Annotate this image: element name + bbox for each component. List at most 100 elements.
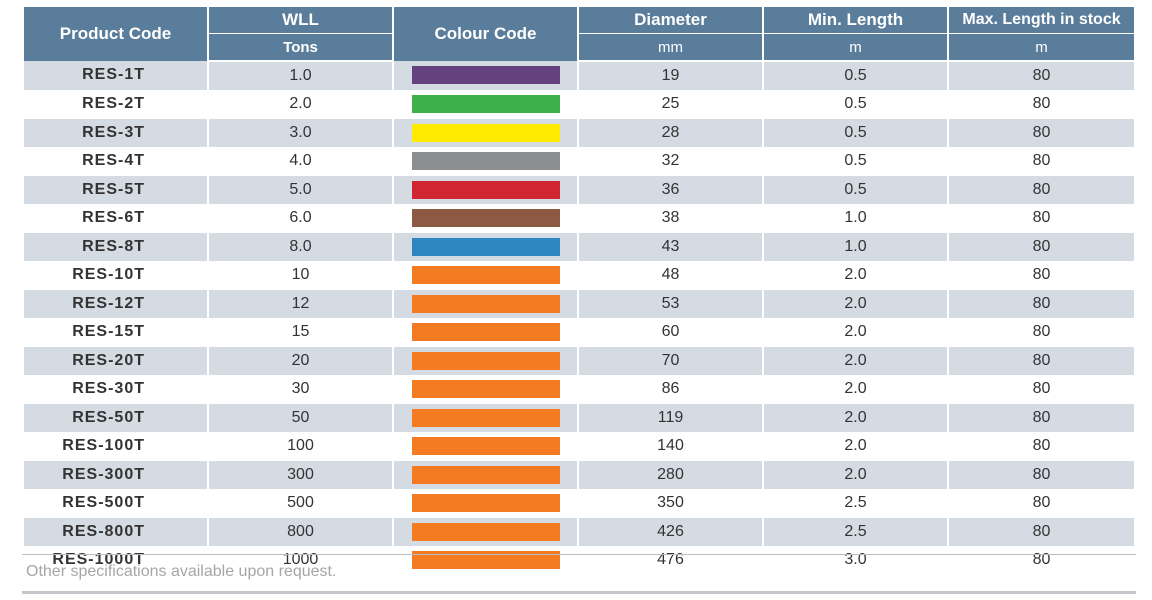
cell-wll: 5.0 [207, 175, 394, 205]
cell-colour-code [392, 175, 579, 205]
header-wll: WLL [207, 7, 394, 34]
cell-colour-code [392, 147, 579, 176]
cell-colour-code [392, 90, 579, 119]
cell-max-length: 80 [947, 318, 1136, 347]
header-max-length: Max. Length in stock [947, 7, 1136, 34]
cell-diameter: 119 [577, 403, 764, 433]
cell-diameter: 60 [577, 318, 764, 347]
cell-colour-code [392, 546, 579, 575]
cell-wll: 4.0 [207, 147, 394, 176]
cell-diameter: 48 [577, 261, 764, 290]
cell-wll: 3.0 [207, 118, 394, 148]
cell-colour-code [392, 61, 579, 91]
cell-diameter: 36 [577, 175, 764, 205]
cell-diameter: 426 [577, 517, 764, 547]
cell-wll: 800 [207, 517, 394, 547]
cell-wll: 1000 [207, 546, 394, 575]
colour-swatch [411, 465, 560, 484]
table-row: RES-10T 10 48 2.0 80 [22, 261, 1136, 290]
table-row: RES-300T 300 280 2.0 80 [22, 460, 1136, 490]
colour-swatch [411, 437, 560, 456]
cell-min-length: 3.0 [762, 546, 949, 575]
colour-swatch [411, 123, 560, 142]
colour-swatch [411, 351, 560, 370]
cell-max-length: 80 [947, 546, 1136, 575]
cell-max-length: 80 [947, 261, 1136, 290]
cell-diameter: 53 [577, 289, 764, 319]
cell-colour-code [392, 118, 579, 148]
cell-max-length: 80 [947, 61, 1136, 91]
cell-diameter: 140 [577, 432, 764, 461]
header-diameter-unit: mm [577, 33, 764, 62]
cell-colour-code [392, 204, 579, 233]
cell-product-code: RES-10T [22, 261, 209, 290]
colour-swatch [411, 95, 560, 114]
cell-diameter: 28 [577, 118, 764, 148]
cell-product-code: RES-8T [22, 232, 209, 262]
cell-max-length: 80 [947, 346, 1136, 376]
cell-wll: 300 [207, 460, 394, 490]
cell-wll: 20 [207, 346, 394, 376]
header-min-length: Min. Length [762, 7, 949, 34]
header-wll-unit: Tons [207, 33, 394, 62]
colour-swatch [411, 294, 560, 313]
cell-diameter: 476 [577, 546, 764, 575]
cell-max-length: 80 [947, 375, 1136, 404]
cell-diameter: 19 [577, 61, 764, 91]
table-row: RES-500T 500 350 2.5 80 [22, 489, 1136, 518]
cell-wll: 100 [207, 432, 394, 461]
cell-diameter: 32 [577, 147, 764, 176]
cell-max-length: 80 [947, 289, 1136, 319]
cell-min-length: 1.0 [762, 232, 949, 262]
cell-colour-code [392, 460, 579, 490]
table-row: RES-4T 4.0 32 0.5 80 [22, 147, 1136, 176]
table-row: RES-5T 5.0 36 0.5 80 [22, 175, 1136, 205]
cell-product-code: RES-1000T [22, 546, 209, 575]
cell-wll: 6.0 [207, 204, 394, 233]
cell-wll: 12 [207, 289, 394, 319]
cell-product-code: RES-30T [22, 375, 209, 404]
cell-product-code: RES-1T [22, 61, 209, 91]
cell-product-code: RES-800T [22, 517, 209, 547]
cell-wll: 500 [207, 489, 394, 518]
colour-swatch [411, 180, 560, 199]
cell-diameter: 86 [577, 375, 764, 404]
cell-min-length: 2.5 [762, 489, 949, 518]
cell-max-length: 80 [947, 118, 1136, 148]
header-max-length-unit: m [947, 33, 1136, 62]
cell-max-length: 80 [947, 489, 1136, 518]
cell-colour-code [392, 232, 579, 262]
cell-min-length: 2.0 [762, 318, 949, 347]
cell-colour-code [392, 318, 579, 347]
cell-colour-code [392, 432, 579, 461]
table-header: Product Code WLL Colour Code Diameter Mi… [22, 7, 1136, 62]
cell-diameter: 280 [577, 460, 764, 490]
cell-diameter: 38 [577, 204, 764, 233]
colour-swatch [411, 66, 560, 85]
cell-max-length: 80 [947, 175, 1136, 205]
cell-min-length: 1.0 [762, 204, 949, 233]
table-row: RES-1000T 1000 476 3.0 80 [22, 546, 1136, 575]
table-row: RES-6T 6.0 38 1.0 80 [22, 204, 1136, 233]
cell-min-length: 2.0 [762, 403, 949, 433]
cell-wll: 50 [207, 403, 394, 433]
colour-swatch [411, 551, 560, 570]
colour-swatch [411, 522, 560, 541]
cell-wll: 10 [207, 261, 394, 290]
cell-min-length: 0.5 [762, 118, 949, 148]
cell-min-length: 2.0 [762, 432, 949, 461]
footnote: Other specifications available upon requ… [26, 563, 337, 580]
colour-swatch [411, 408, 560, 427]
cell-product-code: RES-4T [22, 147, 209, 176]
cell-diameter: 70 [577, 346, 764, 376]
table-row: RES-50T 50 119 2.0 80 [22, 403, 1136, 433]
cell-min-length: 2.5 [762, 517, 949, 547]
footer-divider [22, 591, 1136, 594]
cell-wll: 2.0 [207, 90, 394, 119]
cell-product-code: RES-12T [22, 289, 209, 319]
cell-max-length: 80 [947, 460, 1136, 490]
colour-swatch [411, 323, 560, 342]
colour-swatch [411, 237, 560, 256]
table-row: RES-800T 800 426 2.5 80 [22, 517, 1136, 547]
cell-colour-code [392, 403, 579, 433]
